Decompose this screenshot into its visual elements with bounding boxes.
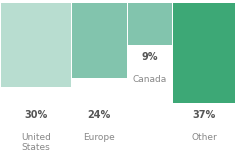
FancyBboxPatch shape — [72, 3, 127, 78]
Text: 37%: 37% — [193, 110, 216, 120]
Text: Europe: Europe — [83, 133, 115, 142]
Text: Canada: Canada — [133, 75, 167, 84]
Text: Other: Other — [192, 133, 217, 142]
Text: 30%: 30% — [24, 110, 47, 120]
Text: 24%: 24% — [88, 110, 111, 120]
FancyBboxPatch shape — [1, 3, 70, 87]
FancyBboxPatch shape — [173, 3, 235, 103]
FancyBboxPatch shape — [128, 3, 172, 45]
Text: 9%: 9% — [141, 52, 158, 62]
Text: United
States: United States — [21, 133, 51, 152]
